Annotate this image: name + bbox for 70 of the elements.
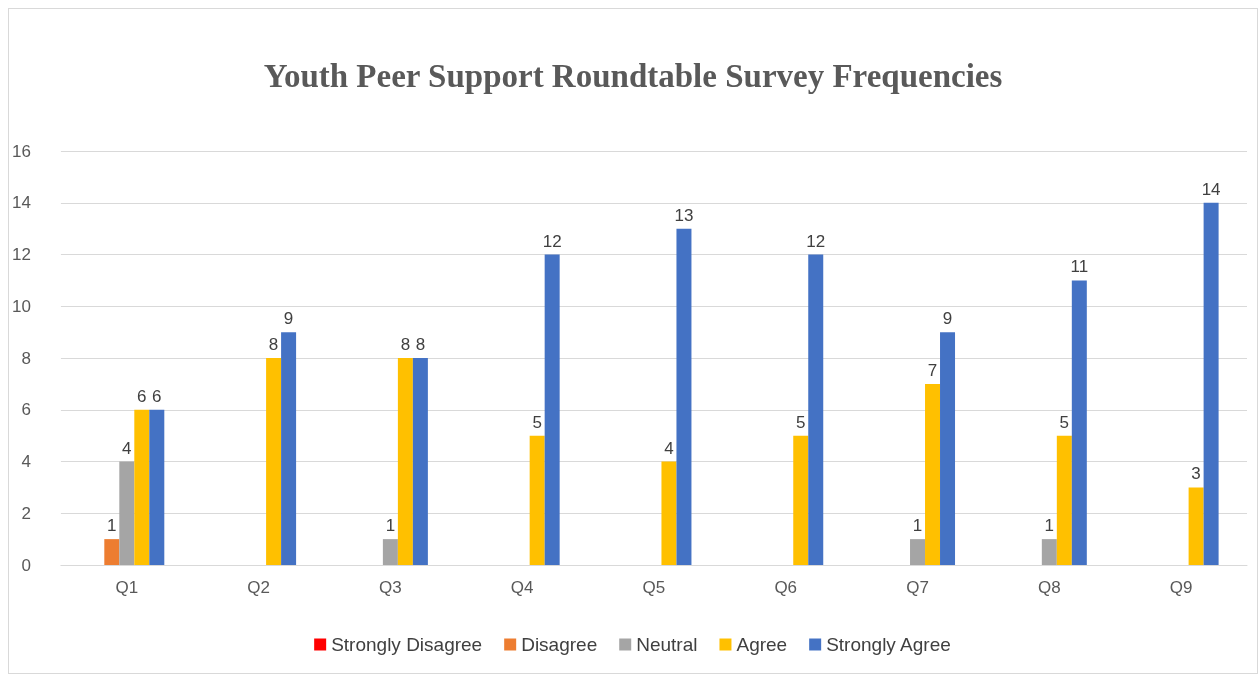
legend-label: Strongly Agree	[826, 634, 951, 655]
bar	[412, 358, 428, 565]
data-label: 13	[674, 205, 694, 225]
y-tick-label: 16	[11, 141, 31, 161]
legend-label: Disagree	[521, 634, 598, 655]
bar	[266, 358, 282, 565]
x-tick-label: Q9	[1169, 578, 1193, 597]
bar	[910, 539, 926, 565]
data-label: 9	[942, 309, 953, 329]
bar	[134, 409, 150, 565]
bar	[1203, 202, 1219, 565]
data-label: 9	[283, 309, 294, 329]
legend-label: Strongly Disagree	[331, 634, 483, 655]
y-tick-label: 12	[11, 245, 31, 264]
bar	[676, 228, 692, 565]
data-label: 14	[1201, 179, 1221, 199]
bar	[397, 358, 413, 565]
bar	[940, 332, 956, 565]
x-tick-label: Q2	[247, 578, 270, 597]
data-label: 4	[664, 438, 674, 458]
y-tick-label: 14	[11, 193, 31, 213]
chart-title: Youth Peer Support Roundtable Survey Frequencies	[263, 57, 1003, 94]
data-label: 5	[796, 412, 806, 432]
x-tick-label: Q5	[642, 578, 666, 597]
y-tick-label: 4	[21, 452, 31, 471]
legend-label: Agree	[736, 634, 788, 655]
data-label: 5	[532, 412, 542, 432]
bar	[793, 435, 809, 565]
bar	[281, 332, 297, 565]
data-label: 6	[152, 386, 162, 406]
data-label: 6	[137, 386, 147, 406]
x-tick-label: Q7	[906, 578, 929, 597]
data-label: 4	[122, 438, 132, 458]
data-label: 3	[1191, 464, 1201, 484]
x-tick-label: Q3	[379, 578, 402, 597]
x-tick-label: Q8	[1037, 578, 1061, 597]
data-label: 1	[1044, 516, 1055, 536]
bar	[1071, 280, 1087, 565]
data-label: 1	[912, 516, 923, 536]
bar	[808, 254, 824, 565]
y-tick-label: 2	[21, 503, 31, 523]
bar	[925, 383, 941, 565]
bar	[1041, 539, 1057, 565]
legend-label: Neutral	[636, 634, 698, 655]
y-tick-label: 6	[21, 400, 31, 420]
data-label: 8	[268, 335, 279, 354]
x-tick-label: Q6	[774, 578, 798, 597]
bar	[661, 461, 677, 565]
x-tick-label: Q4	[510, 578, 534, 597]
data-label: 12	[542, 231, 562, 251]
bar	[544, 254, 560, 565]
bar	[104, 539, 120, 565]
data-label: 8	[415, 335, 426, 354]
data-label: 5	[1059, 412, 1070, 432]
data-label: 8	[400, 335, 411, 354]
y-tick-label: 0	[21, 555, 31, 575]
y-tick-label: 8	[21, 348, 31, 368]
data-label: 1	[385, 516, 396, 536]
x-tick-label: Q1	[115, 578, 139, 597]
bar	[382, 539, 398, 565]
bar	[149, 409, 165, 565]
data-label: 12	[806, 231, 826, 251]
y-tick-label: 10	[11, 296, 31, 316]
bar	[1188, 487, 1204, 565]
bar	[1056, 435, 1072, 565]
data-label: 7	[927, 360, 938, 380]
data-label: 1	[107, 516, 117, 536]
bar	[529, 435, 545, 565]
bar	[119, 461, 135, 565]
data-label: 11	[1070, 257, 1089, 277]
